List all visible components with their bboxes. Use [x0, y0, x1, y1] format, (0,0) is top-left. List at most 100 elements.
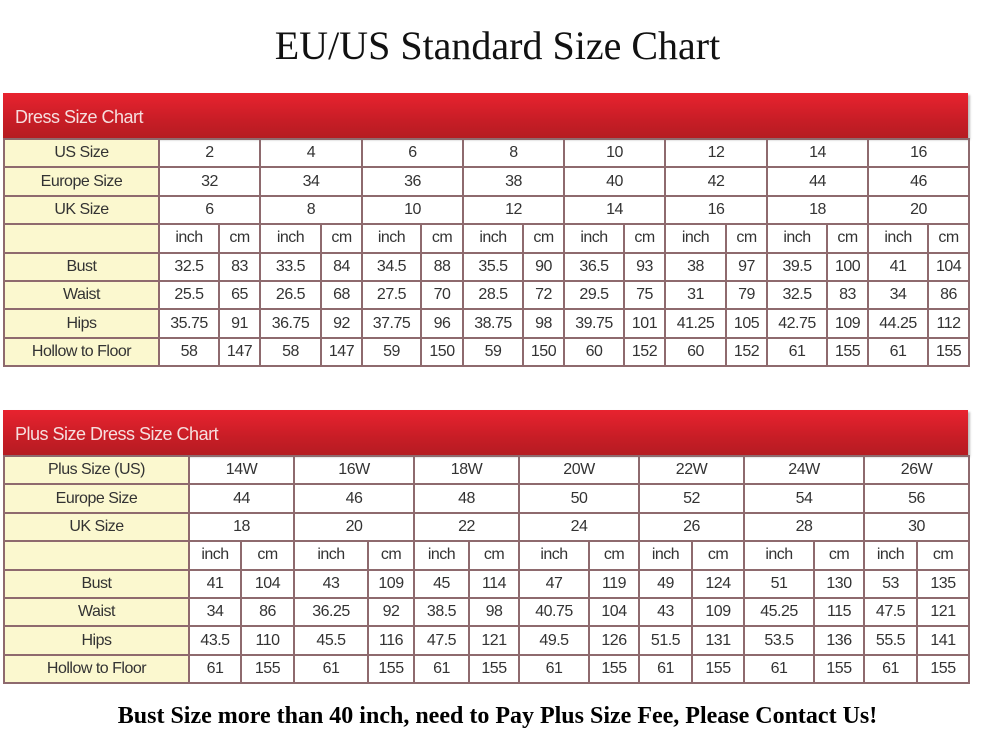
unit-inch: inch	[259, 223, 322, 254]
unit-inch: inch	[158, 223, 220, 254]
measure-cell: 60	[563, 336, 625, 368]
measure-cell: 43	[293, 568, 369, 599]
row-label: Europe Size	[3, 483, 190, 514]
unit-cm: cm	[367, 540, 415, 571]
measure-cell: 68	[320, 279, 363, 311]
size-cell: 34	[259, 166, 363, 197]
size-cell: 2	[158, 137, 261, 169]
measure-cell: 72	[522, 279, 565, 311]
measure-cell: 88	[420, 251, 464, 282]
unit-row: inch cm inch cm inch cm inch cm inch cm inch cm inch…	[3, 223, 971, 254]
size-cell: 10	[562, 137, 667, 169]
measure-cell: 36.25	[293, 596, 369, 628]
row-label: UK Size	[3, 511, 190, 543]
measure-cell: 25.5	[158, 279, 220, 311]
measure-cell: 119	[588, 568, 640, 599]
measure-cell: 27.5	[361, 279, 422, 311]
table-row: Hips 43.5 110 45.5 116 47.5 121 49.5 126 51.5 131 5…	[3, 625, 970, 656]
page-title: EU/US Standard Size Chart	[274, 23, 721, 68]
unit-inch: inch	[188, 540, 242, 571]
unit-cm: cm	[691, 540, 745, 571]
unit-cm: cm	[916, 540, 970, 571]
measure-cell: 84	[320, 251, 363, 282]
row-label: US Size	[3, 137, 160, 169]
size-cell: 50	[518, 483, 640, 514]
measure-cell: 155	[240, 653, 295, 685]
size-cell: 30	[863, 511, 970, 543]
unit-cm: cm	[622, 223, 667, 254]
row-label: Plus Size (US)	[3, 454, 190, 486]
measure-cell: 155	[691, 653, 745, 685]
unit-cm: cm	[240, 540, 295, 571]
measure-cell: 35.75	[158, 308, 220, 339]
measure-cell: 112	[927, 308, 971, 339]
measure-cell: 39.5	[766, 251, 829, 282]
measure-cell: 155	[927, 336, 971, 368]
row-label: UK Size	[3, 194, 160, 226]
measure-cell: 83	[826, 279, 870, 311]
size-cell: 6	[158, 194, 261, 226]
measure-cell: 47	[518, 568, 590, 599]
size-cell: 8	[462, 137, 565, 169]
measure-cell: 35.5	[462, 251, 524, 282]
measure-cell: 114	[468, 568, 520, 599]
measure-cell: 109	[367, 568, 415, 599]
unit-inch: inch	[638, 540, 693, 571]
measure-cell: 43.5	[188, 625, 242, 656]
measure-cell: 39.75	[563, 308, 625, 339]
measure-cell: 61	[413, 653, 470, 685]
measure-cell: 44.25	[867, 308, 930, 339]
measure-cell: 55.5	[863, 625, 918, 656]
size-cell: 22	[413, 511, 520, 543]
size-cell: 36	[361, 166, 464, 197]
table-row: Hollow to Floor 58 147 58 147 59 150 59 150 60 152…	[3, 336, 971, 368]
row-label: Waist	[3, 596, 190, 628]
measure-cell: 38.75	[462, 308, 524, 339]
size-cell: 38	[462, 166, 565, 197]
measure-cell: 41	[867, 251, 930, 282]
unit-inch: inch	[413, 540, 470, 571]
size-cell: 22W	[638, 454, 745, 486]
table-row: Waist 34 86 36.25 92 38.5 98 40.75 104 43 109 45.25…	[3, 596, 970, 628]
measure-cell: 32.5	[766, 279, 829, 311]
size-cell: 6	[361, 137, 464, 169]
row-label: Hollow to Floor	[3, 336, 160, 368]
size-cell: 44	[766, 166, 870, 197]
measure-cell: 93	[622, 251, 667, 282]
measure-cell: 60	[664, 336, 728, 368]
row-label: Waist	[3, 279, 160, 311]
measure-cell: 155	[916, 653, 970, 685]
measure-cell: 45.25	[743, 596, 815, 628]
size-cell: 16W	[293, 454, 415, 486]
measure-cell: 40.75	[518, 596, 590, 628]
measure-cell: 97	[725, 251, 769, 282]
measure-cell: 155	[826, 336, 870, 368]
row-label: Bust	[3, 251, 160, 282]
measure-cell: 109	[691, 596, 745, 628]
measure-cell: 61	[863, 653, 918, 685]
measure-cell: 49	[638, 568, 693, 599]
measure-cell: 53.5	[743, 625, 815, 656]
size-cell: 24	[518, 511, 640, 543]
measure-cell: 124	[691, 568, 745, 599]
measure-cell: 70	[420, 279, 464, 311]
unit-inch: inch	[518, 540, 590, 571]
measure-cell: 34	[867, 279, 930, 311]
measure-cell: 59	[361, 336, 422, 368]
measure-cell: 53	[863, 568, 918, 599]
measure-cell: 61	[293, 653, 369, 685]
row-label: Bust	[3, 568, 190, 599]
measure-cell: 100	[826, 251, 870, 282]
measure-cell: 59	[462, 336, 524, 368]
table-row: US Size 2 4 6 8 10 12 14 16	[3, 137, 971, 169]
row-label: Europe Size	[3, 166, 160, 197]
measure-cell: 116	[367, 625, 415, 656]
unit-inch: inch	[867, 223, 930, 254]
dress-size-chart: Dress Size Chart US Size 2 4 6 8 10 12 14 16 Euro…	[3, 93, 971, 368]
unit-inch: inch	[863, 540, 918, 571]
size-cell: 4	[259, 137, 363, 169]
measure-cell: 51	[743, 568, 815, 599]
measure-cell: 45	[413, 568, 470, 599]
measure-cell: 150	[522, 336, 565, 368]
measure-cell: 61	[743, 653, 815, 685]
